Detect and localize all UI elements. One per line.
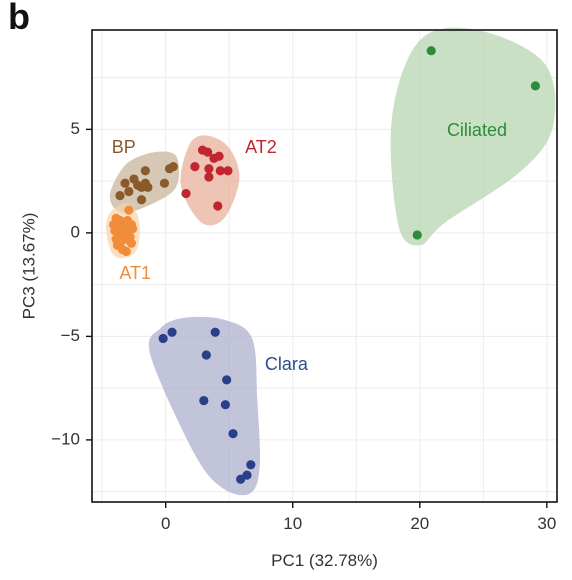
point-ciliated bbox=[530, 81, 541, 91]
cluster-hulls bbox=[106, 27, 556, 496]
y-axis-title: PC3 (13.67%) bbox=[19, 213, 38, 320]
point-at1 bbox=[124, 205, 134, 215]
point-bp bbox=[124, 186, 134, 197]
point-bp bbox=[143, 182, 153, 192]
point-clara bbox=[222, 375, 232, 385]
cluster-label-at1: AT1 bbox=[119, 263, 151, 283]
point-clara bbox=[201, 350, 211, 360]
panel-label: b bbox=[8, 0, 30, 37]
data-points bbox=[108, 46, 541, 484]
cluster-labels: BP AT2 AT1 Ciliated Clara bbox=[112, 120, 507, 374]
point-clara bbox=[228, 429, 238, 439]
axis-ticks: 0 10 20 30 −10 −5 0 5 bbox=[51, 119, 556, 533]
point-at1 bbox=[128, 224, 138, 234]
point-at2 bbox=[223, 166, 233, 176]
point-at2 bbox=[214, 151, 224, 161]
point-at2 bbox=[204, 172, 214, 182]
cluster-label-clara: Clara bbox=[265, 354, 309, 374]
point-at2 bbox=[181, 188, 191, 199]
point-clara bbox=[210, 327, 220, 337]
point-bp bbox=[159, 178, 170, 188]
point-bp bbox=[120, 178, 130, 188]
point-at1 bbox=[121, 246, 131, 257]
cluster-label-ciliated: Ciliated bbox=[447, 120, 507, 140]
point-bp bbox=[115, 191, 125, 201]
plot-frame bbox=[91, 29, 558, 503]
x-tick-label: 30 bbox=[537, 514, 556, 533]
point-at2 bbox=[204, 164, 214, 174]
point-at2 bbox=[203, 147, 213, 157]
hull-ciliated bbox=[390, 27, 556, 246]
x-tick-label: 20 bbox=[410, 514, 429, 533]
point-clara bbox=[220, 400, 231, 410]
point-bp bbox=[140, 166, 150, 176]
point-ciliated bbox=[426, 46, 436, 56]
x-axis-title: PC1 (32.78%) bbox=[271, 551, 378, 570]
y-tick-label: −5 bbox=[61, 326, 80, 345]
cluster-label-at2: AT2 bbox=[245, 137, 277, 157]
cluster-label-bp: BP bbox=[112, 137, 136, 157]
y-tick-label: −10 bbox=[51, 429, 80, 448]
point-ciliated bbox=[412, 230, 422, 240]
point-bp bbox=[168, 162, 178, 172]
point-clara bbox=[199, 395, 209, 406]
point-clara bbox=[158, 333, 168, 344]
point-clara bbox=[167, 327, 177, 337]
x-tick-label: 0 bbox=[161, 514, 170, 533]
y-tick-label: 5 bbox=[71, 119, 80, 138]
point-at2 bbox=[213, 201, 223, 211]
x-tick-label: 10 bbox=[283, 514, 302, 533]
point-at1 bbox=[126, 238, 136, 248]
point-clara bbox=[246, 460, 256, 470]
point-at2 bbox=[190, 162, 200, 172]
point-bp bbox=[136, 195, 147, 205]
y-tick-label: 0 bbox=[71, 222, 80, 241]
hull-clara bbox=[148, 316, 261, 496]
point-clara bbox=[236, 474, 246, 484]
point-at2 bbox=[215, 166, 225, 176]
